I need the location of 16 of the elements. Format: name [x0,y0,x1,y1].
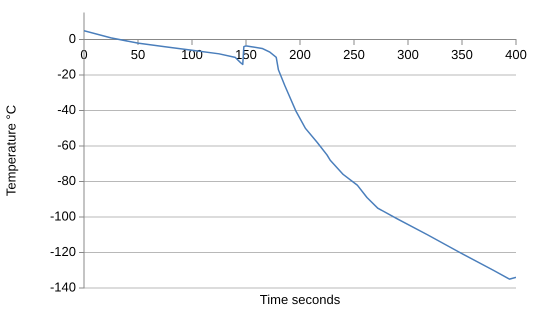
y-tick-label: -60 [57,138,76,153]
y-tick-label: -20 [57,66,76,82]
x-tick-label: 200 [289,46,311,62]
y-tick-label: -100 [50,208,76,224]
y-tick-label: -80 [57,173,76,188]
x-tick-label: 350 [451,46,473,62]
y-tick-label: 0 [68,31,76,46]
x-tick-label: 400 [505,46,527,62]
x-tick-label: 50 [130,46,146,62]
y-axis-title: Temperature °C [3,104,18,196]
y-tick-label: -40 [57,102,76,118]
x-tick-label: 250 [343,46,365,62]
y-tick-label: -120 [50,244,76,260]
y-tick-label: -140 [50,280,76,295]
x-axis-title: Time seconds [260,292,341,308]
x-tick-label: 300 [397,46,419,62]
